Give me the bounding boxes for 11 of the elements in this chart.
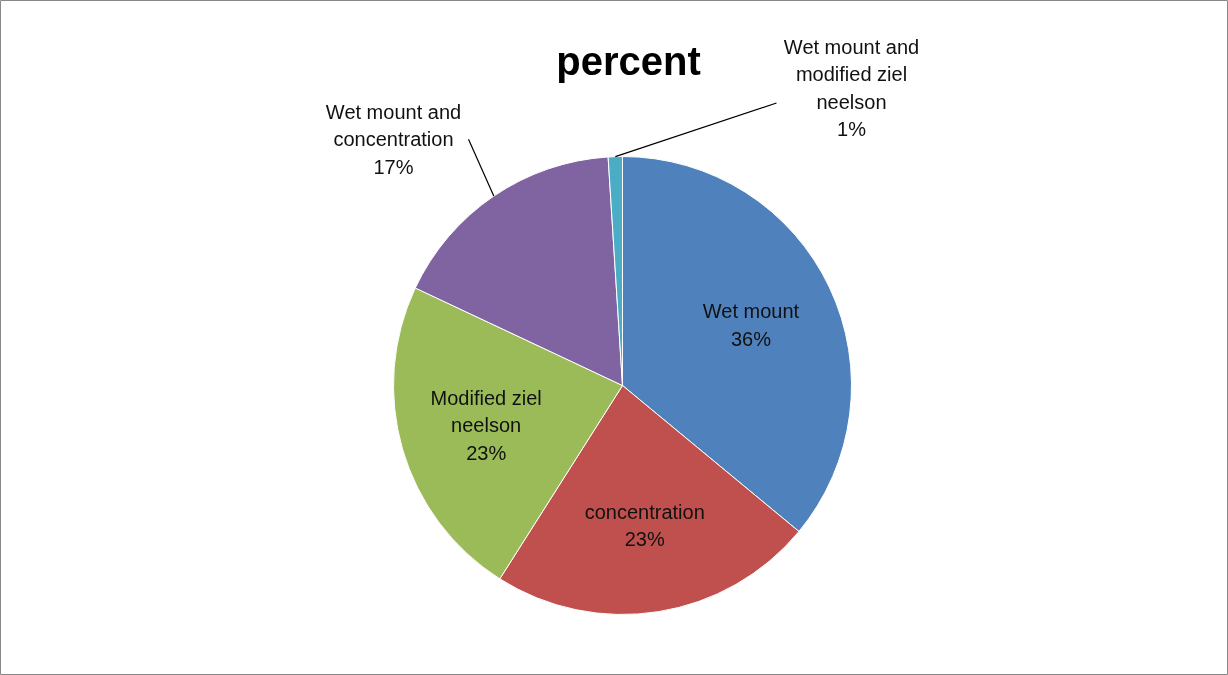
data-label: 23% <box>466 441 507 464</box>
data-label: 17% <box>373 155 414 178</box>
slice-label: Wet mount and concentration <box>325 100 462 151</box>
data-label: 1% <box>837 118 867 141</box>
chart-title: percent <box>556 38 701 83</box>
slice-label: Wet mount and modified ziel neelson <box>783 35 920 113</box>
slice-label: concentration <box>584 500 705 523</box>
slice-label: Wet mount <box>702 300 800 323</box>
data-label: 23% <box>624 528 665 551</box>
slice-label: Modified ziel neelson <box>430 386 542 437</box>
data-label: 36% <box>730 327 772 350</box>
